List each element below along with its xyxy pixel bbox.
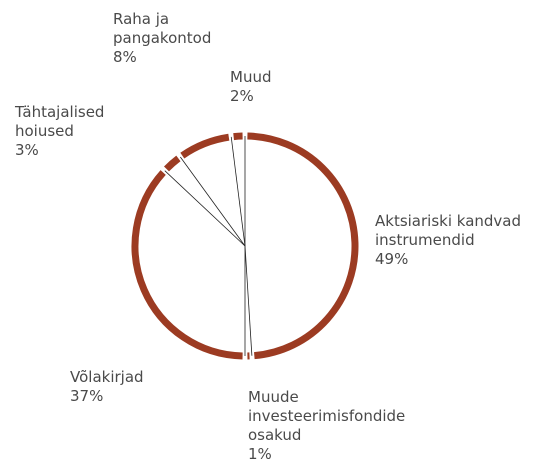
pie-segment <box>180 133 230 159</box>
pie-segment <box>163 155 181 172</box>
radial-line <box>180 156 246 247</box>
pie-segment <box>247 132 359 360</box>
slice-label: Võlakirjad 37% <box>70 368 190 406</box>
slice-label: Tähtajalised hoiused 3% <box>15 103 130 160</box>
radial-line <box>244 245 253 356</box>
pie-segment <box>233 132 243 141</box>
radial-line <box>230 136 246 247</box>
slice-label: Aktsiariski kandvad instrumendid 49% <box>375 212 525 269</box>
value-label: 37% <box>70 387 104 405</box>
radial-line <box>164 170 246 247</box>
category-label: Raha ja pangakontod <box>113 10 212 47</box>
slice-label: Muud 2% <box>230 68 310 106</box>
category-label: Muud <box>230 68 272 86</box>
value-label: 2% <box>230 87 254 105</box>
value-label: 8% <box>113 48 137 66</box>
category-label: Aktsiariski kandvad instrumendid <box>375 212 522 249</box>
value-label: 3% <box>15 141 39 159</box>
slice-label: Muude investeerimisfondide osakud 1% <box>248 388 433 464</box>
category-label: Muude investeerimisfondide osakud <box>248 388 406 444</box>
value-label: 1% <box>248 445 272 463</box>
pie-segment <box>131 170 243 360</box>
value-label: 49% <box>375 250 409 268</box>
category-label: Võlakirjad <box>70 368 144 386</box>
category-label: Tähtajalised hoiused <box>15 103 105 140</box>
slice-label: Raha ja pangakontod 8% <box>113 10 238 67</box>
